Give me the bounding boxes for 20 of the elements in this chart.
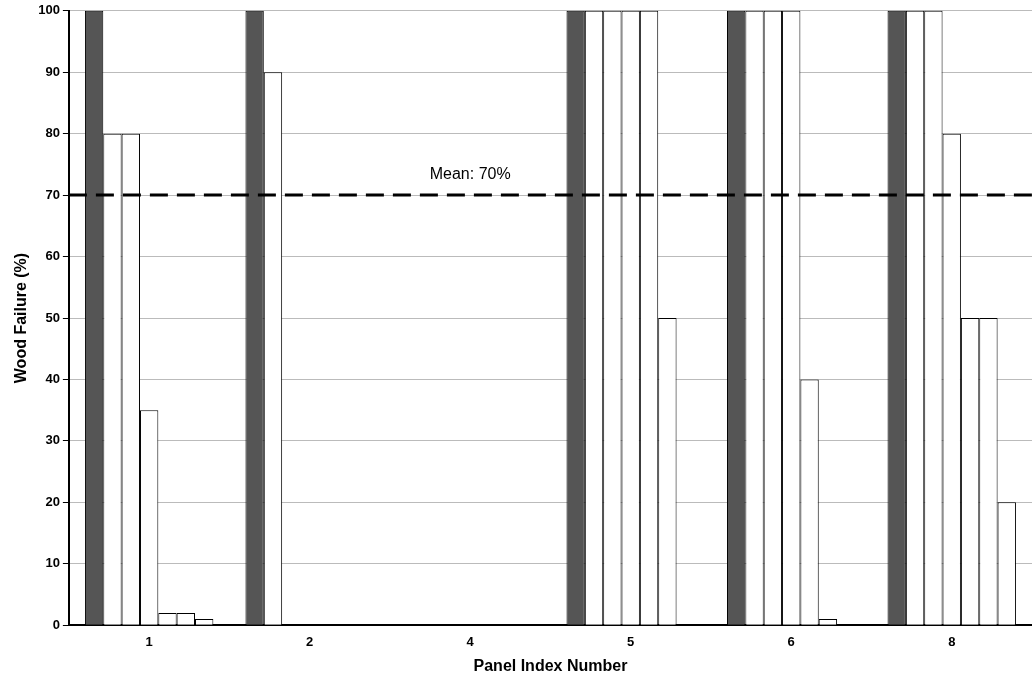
- y-tick-label: 80: [45, 125, 60, 141]
- x-tick-label: 2: [306, 633, 314, 649]
- x-tick-label: 4: [466, 633, 475, 649]
- y-tick-label: 90: [45, 63, 60, 79]
- y-tick-label: 70: [45, 186, 60, 202]
- y-tick-label: 10: [45, 555, 60, 571]
- y-tick-label: 20: [45, 493, 60, 509]
- x-tick-label: 1: [145, 633, 153, 649]
- y-tick-label: 0: [52, 616, 60, 632]
- x-tick-label: 6: [787, 633, 795, 649]
- y-tick-label: 50: [45, 309, 60, 325]
- y-tick-label: 40: [45, 371, 60, 387]
- x-tick-label: 8: [948, 633, 956, 649]
- ref-line-label: Mean: 70%: [429, 165, 511, 183]
- x-axis-title: Panel Index Number: [473, 656, 628, 674]
- y-tick-label: 30: [45, 432, 60, 448]
- y-axis-title: Wood Failure (%): [12, 252, 30, 384]
- y-tick-label: 60: [45, 248, 60, 264]
- y-tick-label: 100: [38, 2, 60, 18]
- x-tick-label: 5: [627, 633, 635, 649]
